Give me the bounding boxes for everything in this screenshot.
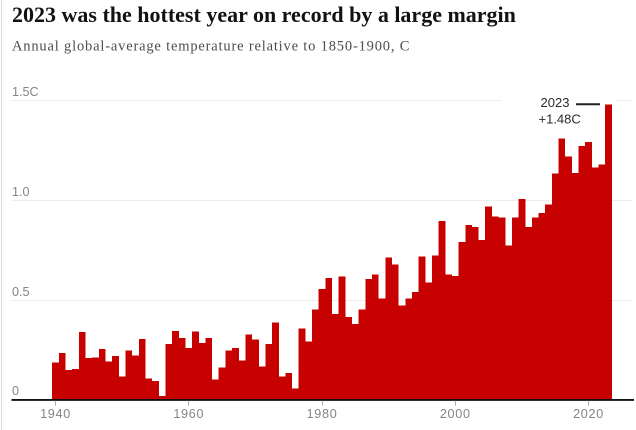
svg-text:1.0: 1.0 (12, 185, 30, 199)
svg-text:+1.48C: +1.48C (539, 112, 581, 127)
svg-text:Annual global-average temperat: Annual global-average temperature relati… (12, 38, 410, 54)
svg-text:2020: 2020 (573, 407, 604, 421)
svg-text:0.5: 0.5 (12, 285, 30, 299)
svg-text:1.5C: 1.5C (12, 85, 39, 99)
svg-text:2023: 2023 (541, 95, 570, 110)
svg-text:1980: 1980 (307, 407, 338, 421)
svg-text:1940: 1940 (40, 407, 71, 421)
svg-text:2000: 2000 (440, 407, 471, 421)
svg-text:1960: 1960 (173, 407, 204, 421)
svg-text:0: 0 (12, 384, 19, 398)
svg-text:2023 was the hottest year on r: 2023 was the hottest year on record by a… (12, 2, 516, 27)
